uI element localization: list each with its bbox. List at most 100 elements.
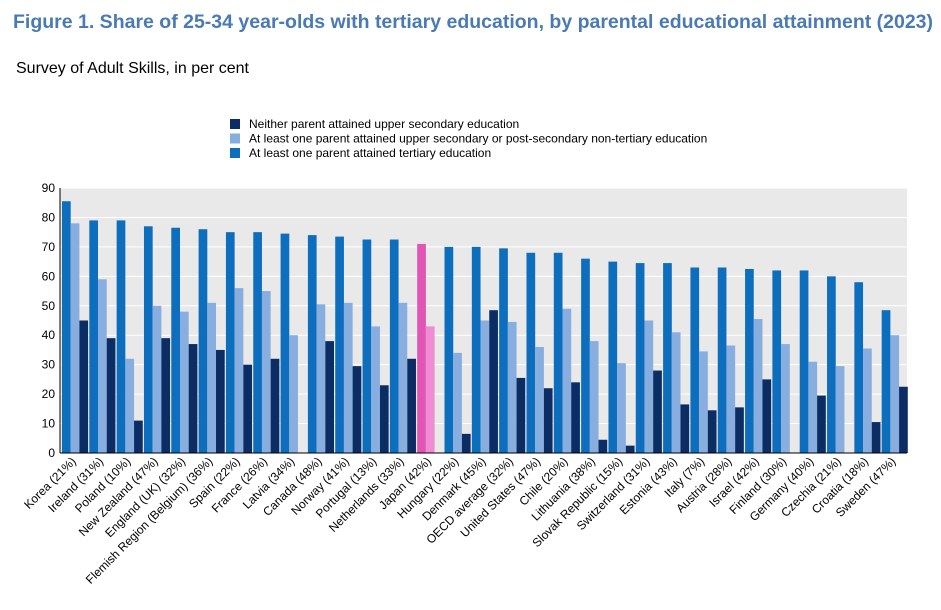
y-tick-label: 90 [42, 181, 56, 195]
bar-croatia-18-series-1 [871, 422, 881, 453]
bar-austria-28-series-2 [726, 345, 736, 453]
bar-austria-28-series-3 [717, 267, 727, 453]
bar-norway-41-series-1 [352, 366, 362, 453]
bar-hungary-22-series-3 [444, 246, 454, 453]
bar-germany-40-series-2 [808, 361, 818, 453]
bar-israel-42-series-2 [753, 319, 763, 453]
bar-germany-40-series-1 [817, 395, 826, 453]
bar-flemish-region-belgium-36-series-1 [216, 349, 225, 453]
bar-new-zealand-47-series-3 [143, 226, 153, 453]
bar-austria-28-series-1 [735, 407, 744, 453]
legend-swatch-1 [230, 119, 240, 129]
x-tick-labels: Korea (21%)Ireland (31%)Poland (10%)New … [21, 454, 898, 587]
bars [62, 201, 908, 453]
legend-label-2: At least one parent attained upper secon… [249, 132, 707, 146]
bar-lithuania-38-series-2 [589, 341, 599, 453]
bar-croatia-18-series-3 [854, 282, 864, 453]
bar-estonia-43-series-1 [680, 404, 690, 453]
bar-new-zealand-47-series-1 [161, 338, 171, 453]
bar-switzerland-31-series-2 [644, 320, 654, 453]
bar-poland-10-series-3 [116, 220, 126, 453]
bar-sweden-47-series-3 [881, 310, 891, 453]
bar-hungary-22-series-1 [461, 433, 471, 453]
bar-estonia-43-series-2 [671, 332, 681, 453]
bar-croatia-18-series-2 [863, 348, 872, 453]
bar-united-states-47-series-3 [526, 252, 536, 453]
bar-switzerland-31-series-3 [635, 263, 645, 453]
y-tick-label: 70 [42, 240, 56, 254]
bar-czechia-21-series-3 [827, 276, 836, 453]
y-tick-label: 40 [42, 328, 56, 342]
bar-france-26-series-1 [270, 358, 280, 453]
bar-denmark-45-series-1 [489, 310, 498, 453]
bar-united-states-47-series-1 [543, 388, 553, 453]
legend-label-3: At least one parent attained tertiary ed… [249, 146, 491, 160]
bar-israel-42-series-3 [745, 268, 754, 453]
legend-swatch-2 [230, 133, 240, 144]
bar-lithuania-38-series-3 [581, 258, 590, 453]
bar-slovak-republic-15-series-2 [617, 363, 626, 453]
bar-chile-20-series-1 [571, 382, 580, 453]
bar-netherlands-33-series-1 [407, 358, 416, 453]
bar-oecd-average-32-series-1 [516, 377, 526, 453]
bar-lithuania-38-series-1 [598, 439, 608, 453]
bar-netherlands-33-series-2 [398, 302, 408, 453]
bar-flemish-region-belgium-36-series-2 [207, 302, 217, 453]
bar-england-uk-32-series-2 [179, 311, 189, 453]
bar-germany-40-series-3 [799, 270, 809, 453]
bar-canada-48-series-2 [316, 304, 326, 453]
bar-canada-48-series-3 [307, 235, 317, 453]
bar-slovak-republic-15-series-1 [625, 445, 635, 453]
bar-canada-48-series-1 [325, 341, 335, 453]
bar-chile-20-series-3 [553, 252, 563, 453]
bar-denmark-45-series-3 [471, 246, 481, 453]
y-tick-label: 50 [42, 299, 56, 313]
bar-new-zealand-47-series-2 [152, 305, 162, 453]
bar-poland-10-series-1 [134, 420, 143, 453]
bar-poland-10-series-2 [125, 358, 135, 453]
y-tick-label: 10 [42, 417, 56, 431]
bar-japan-42-series-3 [417, 243, 426, 453]
bar-flemish-region-belgium-36-series-3 [198, 229, 208, 453]
bar-oecd-average-32-series-3 [499, 248, 508, 453]
bar-france-26-series-2 [261, 291, 271, 453]
bar-portugal-13-series-1 [379, 385, 389, 453]
legend-swatch-3 [230, 148, 240, 158]
bar-france-26-series-3 [253, 232, 262, 453]
bar-spain-22-series-2 [234, 288, 244, 453]
bar-japan-42-series-2 [425, 326, 435, 453]
bar-finland-30-series-2 [781, 344, 790, 453]
y-tick-label: 30 [42, 358, 56, 372]
bar-korea-21-series-3 [62, 201, 71, 453]
bar-italy-7-series-1 [707, 410, 717, 453]
y-tick-label: 80 [42, 210, 56, 224]
bar-slovak-republic-15-series-3 [608, 261, 618, 453]
bar-england-uk-32-series-1 [188, 344, 198, 453]
y-tick-label: 60 [42, 269, 56, 283]
y-tick-label: 20 [42, 387, 56, 401]
bar-portugal-13-series-3 [362, 239, 372, 453]
bar-united-states-47-series-2 [535, 347, 544, 453]
bar-england-uk-32-series-3 [171, 227, 180, 453]
bar-sweden-47-series-2 [890, 335, 900, 453]
chart-legend: Neither parent attained upper secondary … [230, 117, 707, 160]
chart-subtitle: Survey of Adult Skills, in per cent [16, 60, 249, 77]
bar-netherlands-33-series-3 [389, 239, 399, 453]
bar-italy-7-series-3 [690, 267, 700, 453]
bar-denmark-45-series-2 [480, 320, 490, 453]
bar-czechia-21-series-2 [835, 366, 845, 453]
bar-portugal-13-series-2 [371, 326, 380, 453]
bar-chile-20-series-2 [562, 308, 572, 453]
bar-oecd-average-32-series-2 [507, 321, 517, 453]
bar-estonia-43-series-3 [663, 263, 672, 453]
y-tick-label: 0 [48, 446, 55, 460]
legend-label-1: Neither parent attained upper secondary … [249, 117, 519, 131]
bar-ireland-31-series-1 [106, 338, 116, 453]
bar-norway-41-series-2 [343, 302, 353, 453]
bar-finland-30-series-3 [772, 270, 782, 453]
bar-italy-7-series-2 [699, 351, 708, 453]
bar-spain-22-series-3 [225, 232, 235, 453]
bar-norway-41-series-3 [335, 236, 344, 453]
y-tick-labels: 0 10 20 30 40 50 60 70 80 90 [42, 181, 56, 460]
